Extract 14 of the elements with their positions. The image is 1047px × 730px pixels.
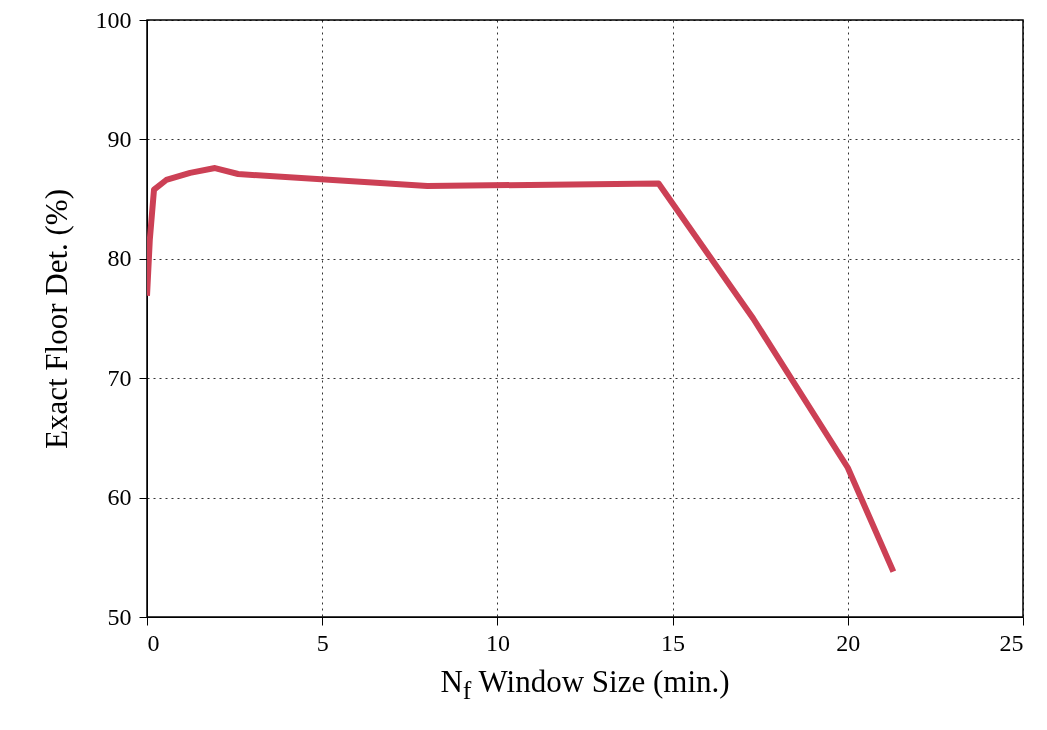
y-tick-label: 90 bbox=[107, 125, 132, 152]
x-tick-label: 15 bbox=[661, 629, 686, 656]
x-tick-label: 20 bbox=[836, 629, 861, 656]
x-axis-title: N$_{f}$ Window Size (min.) bbox=[439, 664, 731, 707]
y-tick-label: 60 bbox=[107, 484, 132, 511]
x-tick-label: 25 bbox=[999, 629, 1024, 656]
y-tick-label: 100 bbox=[95, 6, 132, 33]
x-tick-label: 10 bbox=[485, 629, 510, 656]
y-axis-title: Exact Floor Det. (%) bbox=[38, 189, 74, 449]
y-tick-label: 80 bbox=[107, 245, 132, 272]
x-tick-label: 5 bbox=[316, 629, 329, 656]
y-tick-label: 70 bbox=[107, 364, 132, 391]
x-tick-label: 0 bbox=[147, 629, 160, 656]
y-tick-label: 50 bbox=[107, 603, 132, 630]
